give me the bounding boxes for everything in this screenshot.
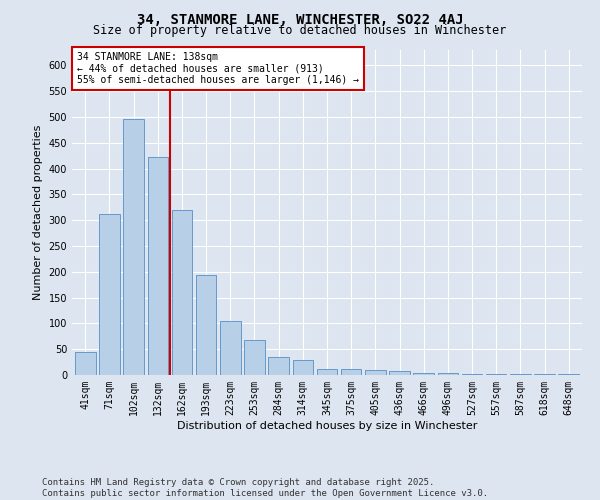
Bar bbox=[75, 352, 95, 375]
Bar bbox=[534, 374, 555, 375]
X-axis label: Distribution of detached houses by size in Winchester: Distribution of detached houses by size … bbox=[177, 420, 477, 430]
Text: 34, STANMORE LANE, WINCHESTER, SO22 4AJ: 34, STANMORE LANE, WINCHESTER, SO22 4AJ bbox=[137, 12, 463, 26]
Bar bbox=[244, 340, 265, 375]
Y-axis label: Number of detached properties: Number of detached properties bbox=[33, 125, 43, 300]
Text: 34 STANMORE LANE: 138sqm
← 44% of detached houses are smaller (913)
55% of semi-: 34 STANMORE LANE: 138sqm ← 44% of detach… bbox=[77, 52, 359, 85]
Bar bbox=[365, 370, 386, 375]
Bar bbox=[172, 210, 192, 375]
Bar bbox=[510, 374, 530, 375]
Bar bbox=[341, 370, 361, 375]
Bar bbox=[196, 275, 217, 375]
Bar bbox=[293, 360, 313, 375]
Bar bbox=[220, 321, 241, 375]
Text: Contains HM Land Registry data © Crown copyright and database right 2025.
Contai: Contains HM Land Registry data © Crown c… bbox=[42, 478, 488, 498]
Bar bbox=[413, 374, 434, 375]
Text: Size of property relative to detached houses in Winchester: Size of property relative to detached ho… bbox=[94, 24, 506, 37]
Bar bbox=[559, 374, 579, 375]
Bar bbox=[389, 372, 410, 375]
Bar bbox=[124, 118, 144, 375]
Bar bbox=[148, 158, 168, 375]
Bar bbox=[317, 370, 337, 375]
Bar bbox=[437, 374, 458, 375]
Bar bbox=[99, 214, 120, 375]
Bar bbox=[268, 357, 289, 375]
Bar bbox=[462, 374, 482, 375]
Bar bbox=[486, 374, 506, 375]
